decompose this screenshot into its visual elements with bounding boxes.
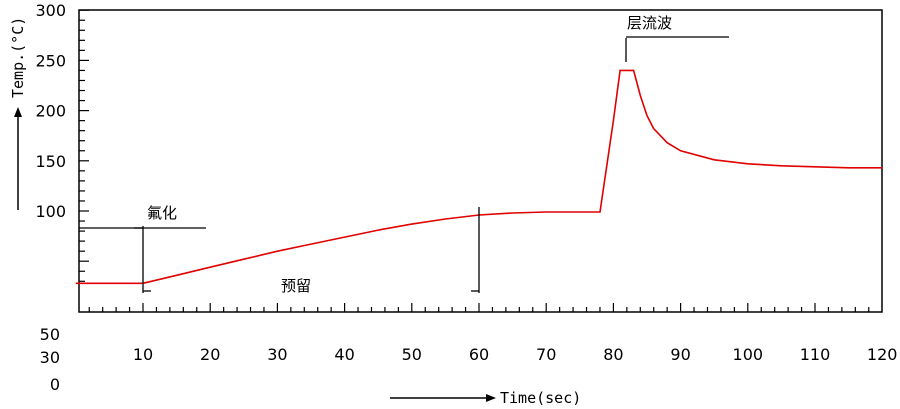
y-tick-label: 200 [35, 102, 66, 121]
x-tick-label: 70 [536, 345, 556, 364]
x-tick-label: 120 [867, 345, 898, 364]
y-axis-title-group: Temp.(°C) [9, 17, 27, 210]
x-tick-label: 100 [733, 345, 764, 364]
x-tick-label: 20 [200, 345, 220, 364]
y-axis-title: Temp.(°C) [9, 17, 27, 98]
y-tick-label-below: 50 [40, 325, 60, 344]
y-tick-label: 100 [35, 202, 66, 221]
axis-ticks [79, 9, 870, 312]
x-tick-label: 30 [267, 345, 287, 364]
y-tick-label: 250 [35, 51, 66, 70]
annotation-preheat [143, 207, 480, 293]
x-tick-label: 60 [469, 345, 489, 364]
y-axis-arrow-head [14, 107, 22, 117]
x-tick-label: 90 [670, 345, 690, 364]
x-axis-arrow-head [486, 394, 496, 402]
x-tick-label: 80 [603, 345, 623, 364]
y-tick-label: 150 [35, 152, 66, 171]
annotation-wave [625, 36, 729, 62]
plot-frame [78, 9, 883, 313]
x-tick-label: 50 [402, 345, 422, 364]
x-axis-title-group: Time(sec) [390, 389, 581, 407]
x-tick-label: 10 [133, 345, 153, 364]
annotation-wave-label: 层流波 [627, 14, 672, 32]
temperature-curve [75, 69, 883, 285]
x-tick-label: 40 [334, 345, 354, 364]
x-tick-label: 110 [800, 345, 831, 364]
x-axis-title: Time(sec) [500, 389, 581, 407]
y-tick-label: 300 [35, 1, 66, 20]
y-tick-label-below: 0 [50, 375, 60, 394]
annotation-preheat-label: 预留 [281, 277, 311, 295]
axis-tick-labels: 10 20 30 40 50 60 70 80 90 100 110 120 100 150 200 250 3… [35, 1, 897, 394]
annotation-fluoride-label: 氟化 [147, 204, 177, 222]
y-tick-label-below: 30 [40, 348, 60, 367]
annotation-fluoride [79, 226, 206, 293]
